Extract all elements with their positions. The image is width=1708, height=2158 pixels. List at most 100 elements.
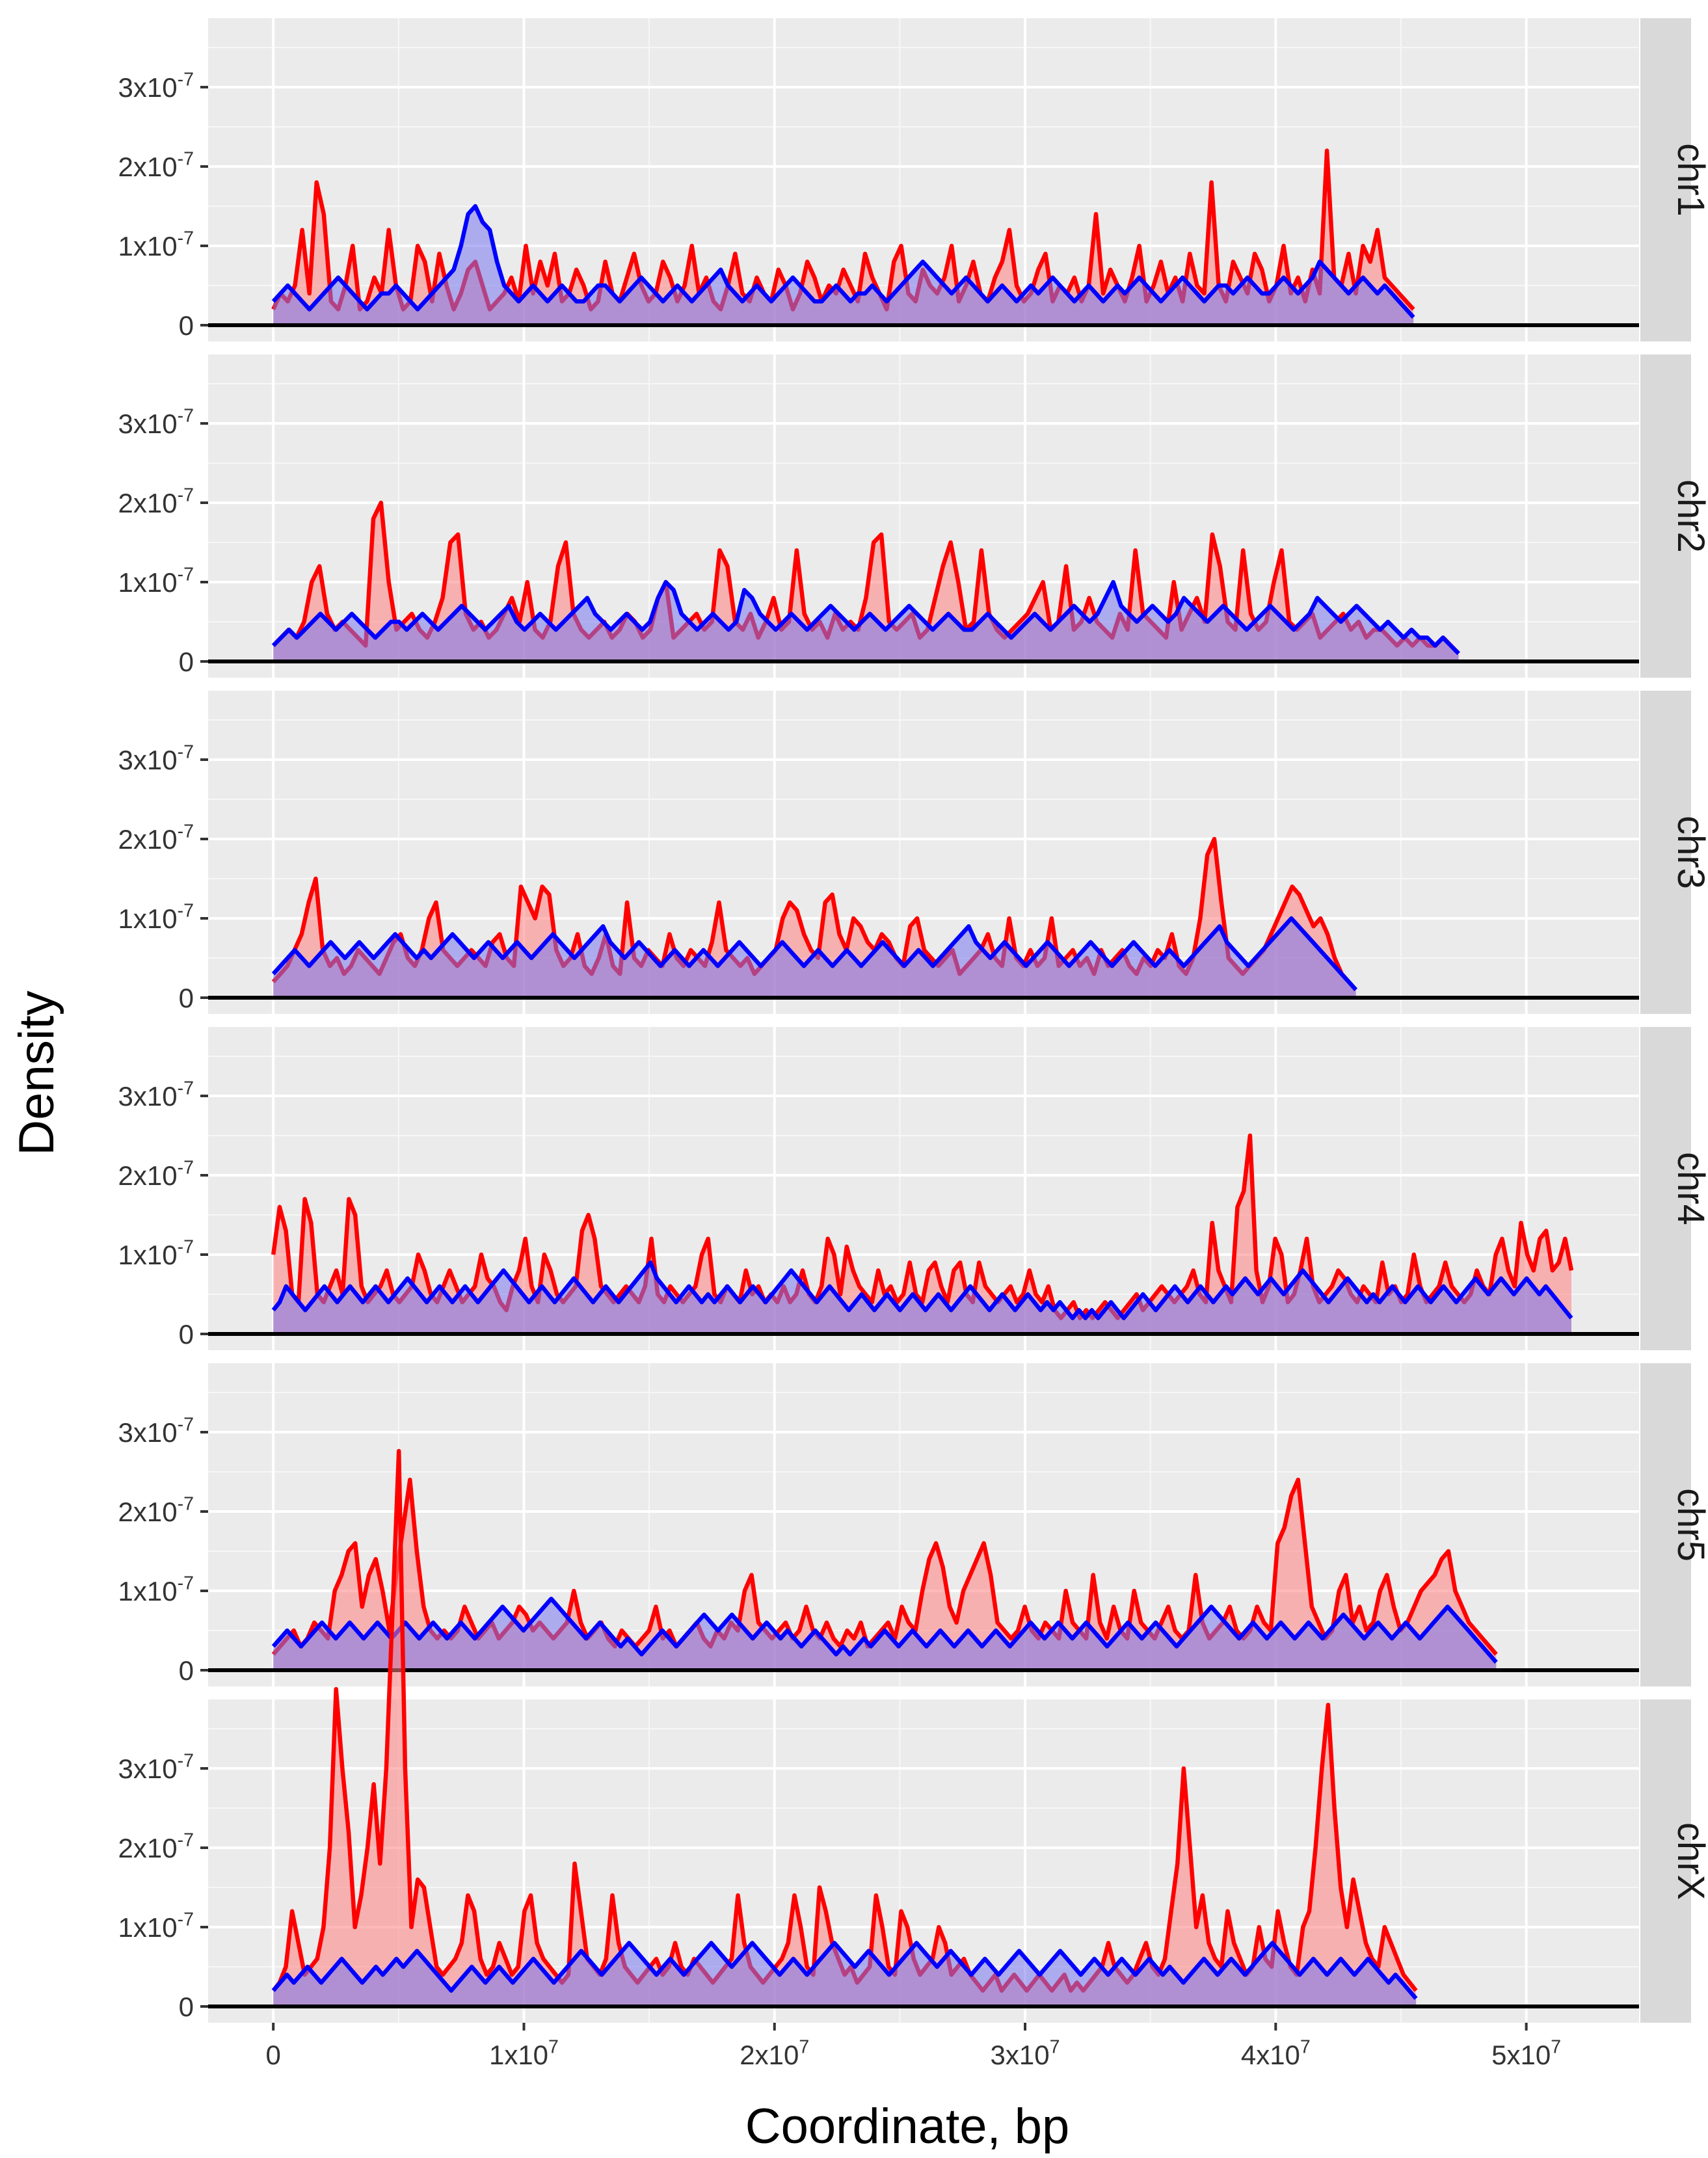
y-axis-title: Density [9,991,64,1155]
y-tick-label-exponent: -7 [178,564,194,585]
y-tick-label: 2x10-7 [118,1157,194,1191]
y-tick-label-mantissa: 0 [179,1655,194,1686]
y-tick-label-mantissa: 1x10 [118,903,178,934]
y-tick-label-exponent: -7 [178,1236,194,1257]
y-tick-label-mantissa: 0 [179,646,194,677]
x-tick-label-exponent: 7 [548,2036,559,2057]
facet-strip [1640,1027,1691,1350]
y-tick-label: 3x10-7 [118,405,194,439]
y-tick-label: 1x10-7 [118,1573,194,1606]
x-tick-label-mantissa: 3x10 [991,2040,1050,2070]
y-tick-label-exponent: -7 [178,1573,194,1593]
x-tick-label-mantissa: 5x10 [1491,2040,1551,2070]
x-tick-label: 5x107 [1491,2036,1561,2070]
x-tick-label-exponent: 7 [799,2036,809,2057]
x-tick-label: 0 [265,2040,280,2070]
facet-strip [1640,18,1691,341]
y-tick-label: 0 [179,983,194,1013]
y-tick-label-mantissa: 2x10 [118,152,178,182]
y-tick-label-mantissa: 3x10 [118,1081,178,1112]
facet-strip [1640,691,1691,1014]
x-tick-label: 3x107 [991,2036,1060,2070]
y-tick-label-exponent: -7 [178,1909,194,1930]
series-blue-area [273,1262,1572,1334]
y-tick-label-mantissa: 0 [179,310,194,341]
x-tick-label-exponent: 7 [1050,2036,1060,2057]
y-tick-label: 1x10-7 [118,1909,194,1943]
y-tick-label: 1x10-7 [118,228,194,261]
y-tick-label-exponent: -7 [178,1830,194,1850]
series-blue-line [271,204,1415,319]
x-tick-label-mantissa: 4x10 [1241,2040,1300,2070]
series-blue-area [273,582,1459,661]
y-tick-label-mantissa: 1x10 [118,567,178,598]
y-tick-label-mantissa: 0 [179,1991,194,2022]
y-tick-label-mantissa: 3x10 [118,72,178,103]
y-tick-label-mantissa: 1x10 [118,231,178,261]
x-tick-label: 2x107 [740,2036,809,2070]
facet-label: chr2 [1670,479,1708,553]
x-tick-label-exponent: 7 [1300,2036,1311,2057]
x-tick-label-mantissa: 1x10 [489,2040,548,2070]
y-tick-label-exponent: -7 [178,148,194,169]
y-tick-label: 1x10-7 [118,564,194,598]
facet-strip [1640,1363,1691,1686]
y-tick-label-mantissa: 1x10 [118,1240,178,1270]
x-tick-label-exponent: 7 [1551,2036,1561,2057]
x-tick-label-mantissa: 2x10 [740,2040,799,2070]
series-blue-area [273,918,1356,998]
series-blue-line [271,579,1460,656]
facet-strip [1640,354,1691,678]
y-tick-label-exponent: -7 [178,1493,194,1514]
y-tick-label-exponent: -7 [178,405,194,426]
y-tick-label-mantissa: 2x10 [118,1497,178,1527]
y-tick-label: 3x10-7 [118,741,194,775]
y-tick-label: 2x10-7 [118,485,194,518]
series-blue-area [273,206,1414,325]
x-axis-title: Coordinate, bp [745,2099,1070,2154]
series-blue-line [271,916,1358,991]
y-tick-label-mantissa: 2x10 [118,824,178,855]
series-blue-area [273,1599,1497,1670]
y-tick-label-exponent: -7 [178,1157,194,1178]
y-tick-label-mantissa: 3x10 [118,408,178,439]
y-tick-label: 0 [179,646,194,677]
facet-label: chr5 [1670,1488,1708,1562]
series-blue-line [271,1941,1418,2000]
y-tick-label-exponent: -7 [178,741,194,762]
y-tick-label-exponent: -7 [178,1750,194,1771]
y-tick-label-mantissa: 3x10 [118,1753,178,1784]
y-tick-label-mantissa: 0 [179,983,194,1013]
x-tick-label: 1x107 [489,2036,559,2070]
x-tick-label: 4x107 [1241,2036,1311,2070]
y-tick-label-exponent: -7 [178,821,194,842]
y-tick-label-exponent: -7 [178,900,194,921]
y-tick-label-mantissa: 2x10 [118,488,178,518]
x-tick-label-mantissa: 0 [265,2040,280,2070]
y-tick-label: 3x10-7 [118,1750,194,1784]
y-tick-label-exponent: -7 [178,69,194,90]
y-tick-label: 3x10-7 [118,1414,194,1448]
y-tick-label: 0 [179,1991,194,2022]
y-tick-label: 1x10-7 [118,900,194,934]
panels-layer: 01x10-72x10-73x10-7chr101x10-72x10-73x10… [118,18,1708,2023]
series-blue-area [273,1943,1417,2006]
y-tick-label: 1x10-7 [118,1236,194,1270]
y-tick-label-exponent: -7 [178,485,194,505]
y-tick-label: 0 [179,1655,194,1686]
y-tick-label-exponent: -7 [178,228,194,248]
y-tick-label-mantissa: 1x10 [118,1912,178,1943]
y-tick-label-exponent: -7 [178,1078,194,1099]
y-tick-label-exponent: -7 [178,1414,194,1435]
x-axis: 0 1x107 2x107 3x107 4x107 5x107 [265,2023,1561,2070]
y-tick-label: 2x10-7 [118,1493,194,1527]
facet-label: chr3 [1670,816,1708,889]
facet-strip [1640,1699,1691,2023]
